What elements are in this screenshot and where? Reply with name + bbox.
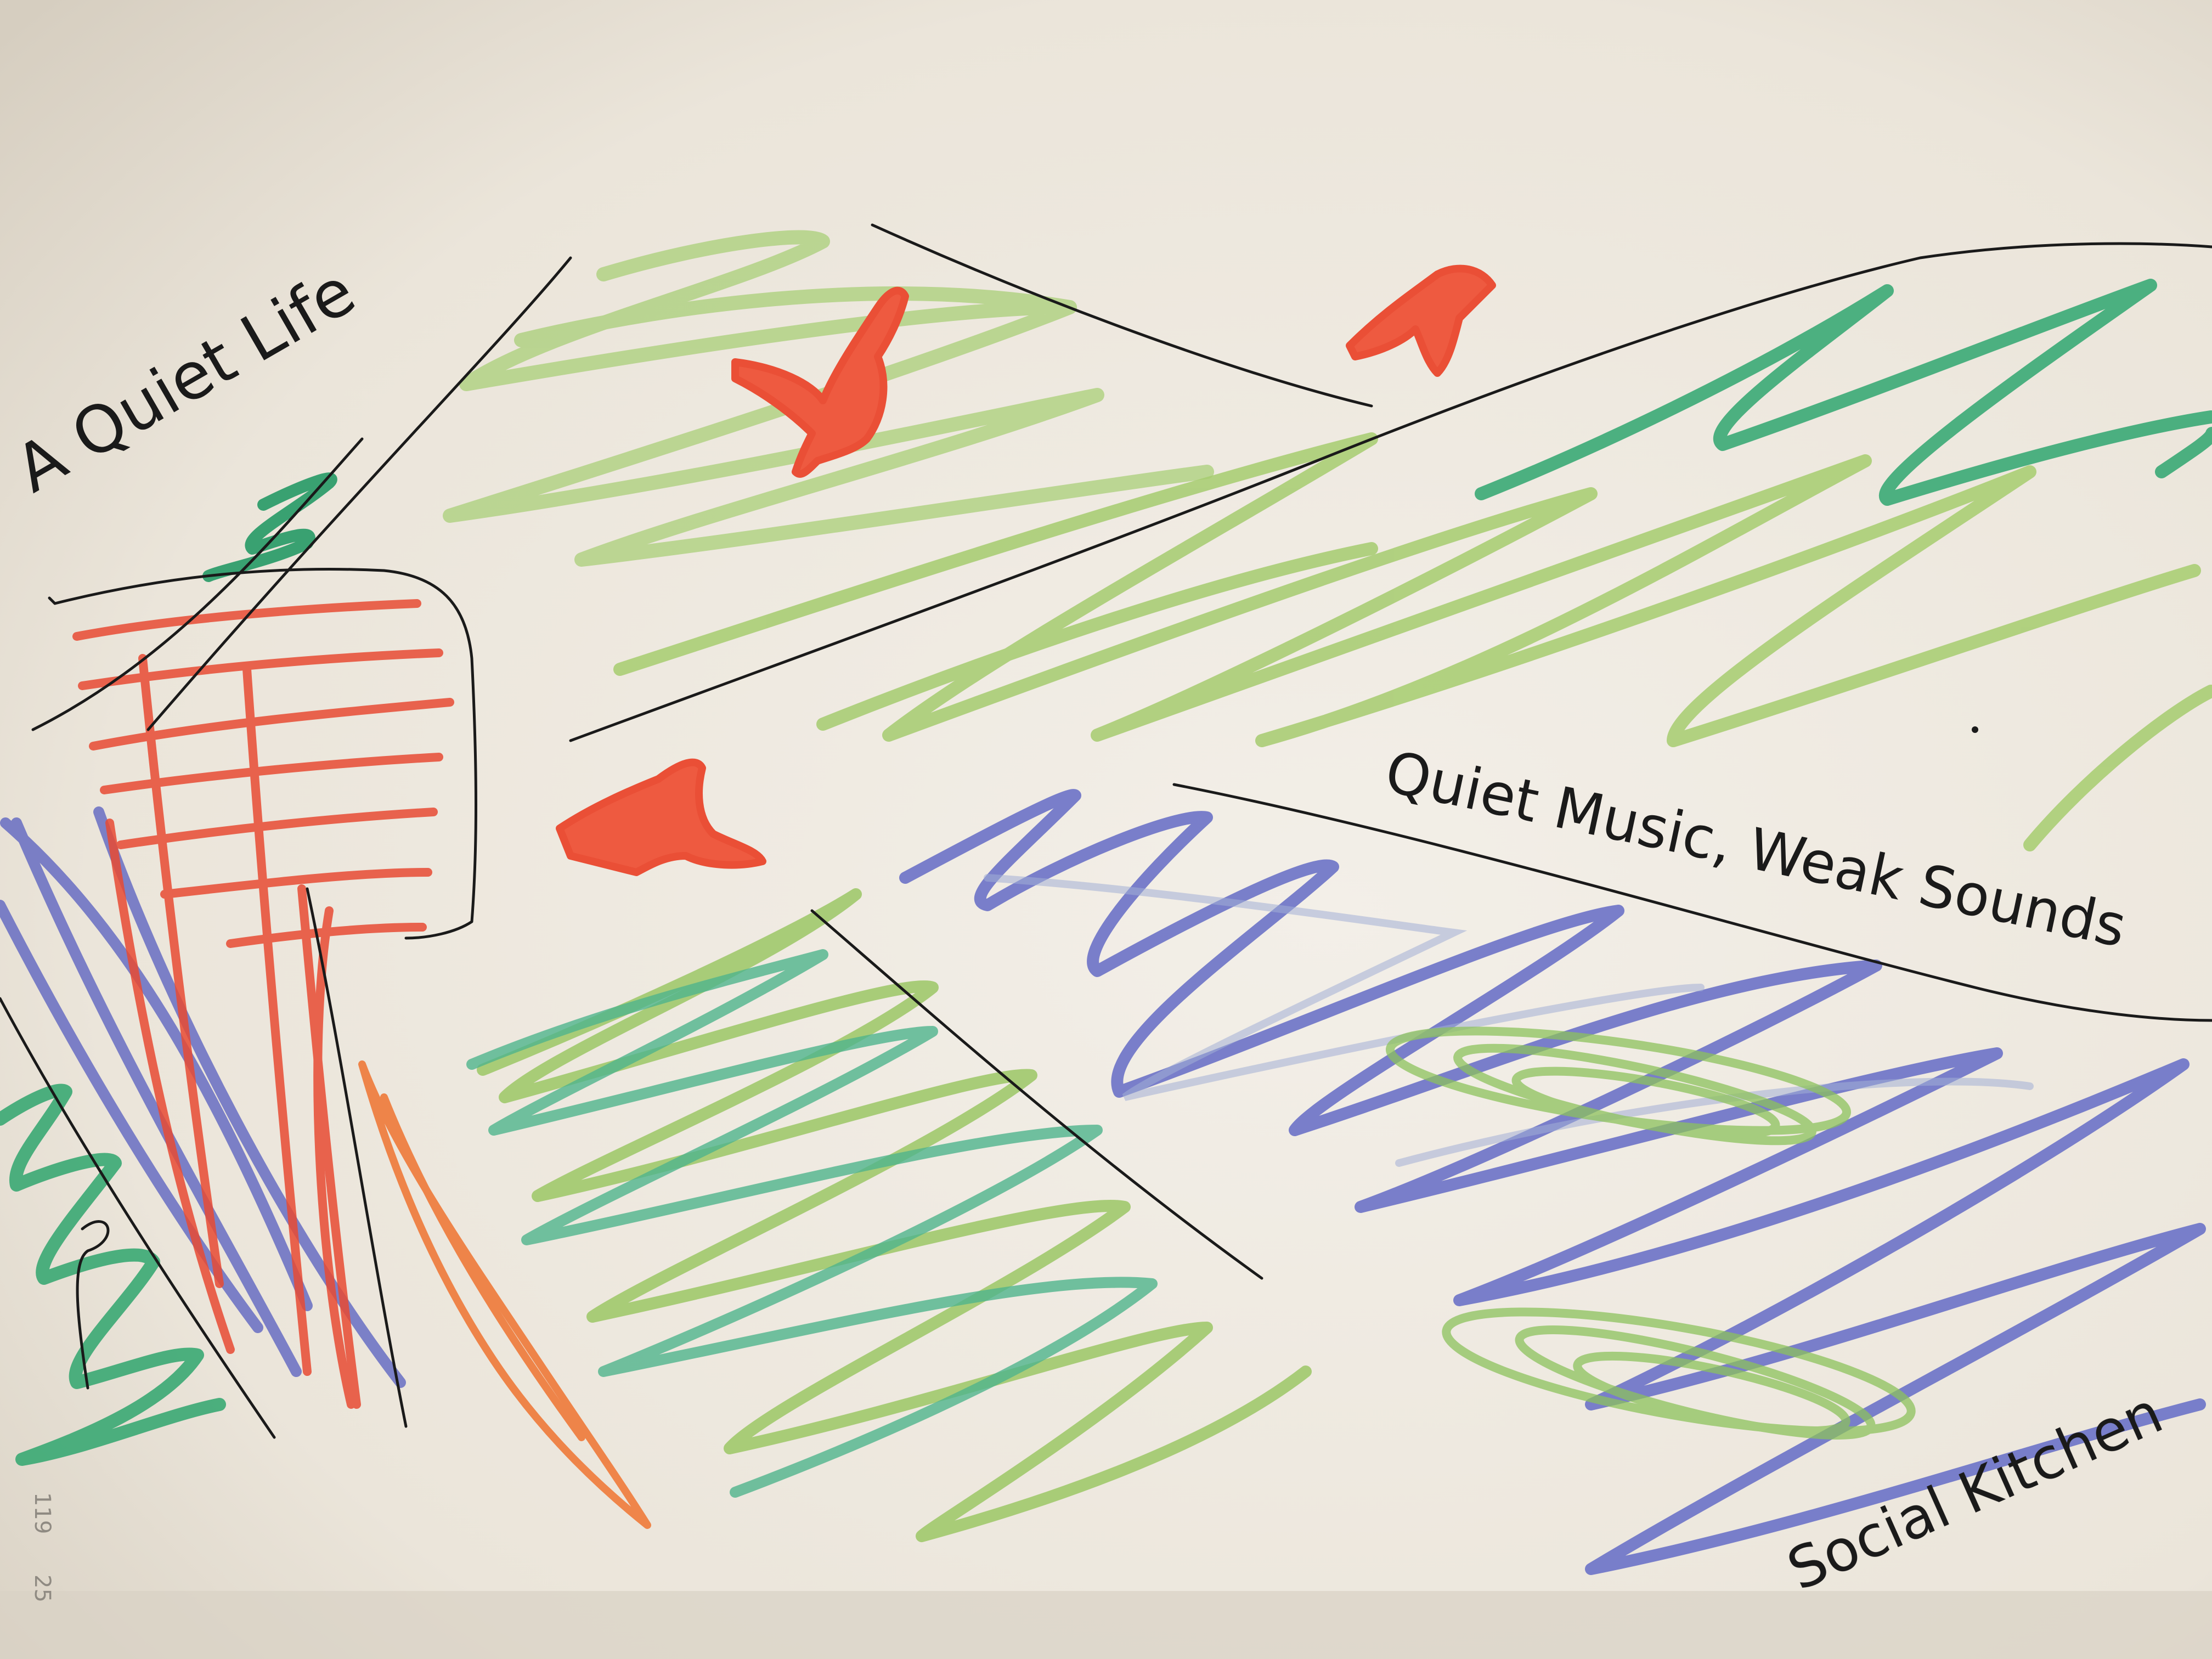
page-number: 119 <box>30 1492 55 1534</box>
book-edge-shadow <box>0 1591 2212 1659</box>
pen-lines <box>0 223 2212 1439</box>
purple-zigzag-faint <box>984 874 2034 1167</box>
pen-dot <box>1972 726 1978 733</box>
green-zigzag-lower-center <box>477 888 1312 1542</box>
teal-scribble-bottom-left <box>0 1084 226 1466</box>
orange-leaf-shape <box>358 1060 651 1529</box>
teal-zigzag-lower-center <box>466 949 1158 1498</box>
bird-icon <box>556 758 766 876</box>
purple-zigzag <box>899 789 2206 1575</box>
teal-zigzag-top-right <box>1475 279 2212 506</box>
green-scribble-top <box>443 230 1214 567</box>
purple-strokes-left <box>0 806 406 1388</box>
bird-icon <box>731 286 909 478</box>
bird-icon <box>1346 264 1496 377</box>
green-zigzag-right-light <box>613 432 2212 851</box>
green-oval-scribbles <box>1385 1026 1916 1440</box>
page-number-secondary: 25 <box>30 1575 55 1602</box>
red-grid-strokes <box>72 599 454 1409</box>
